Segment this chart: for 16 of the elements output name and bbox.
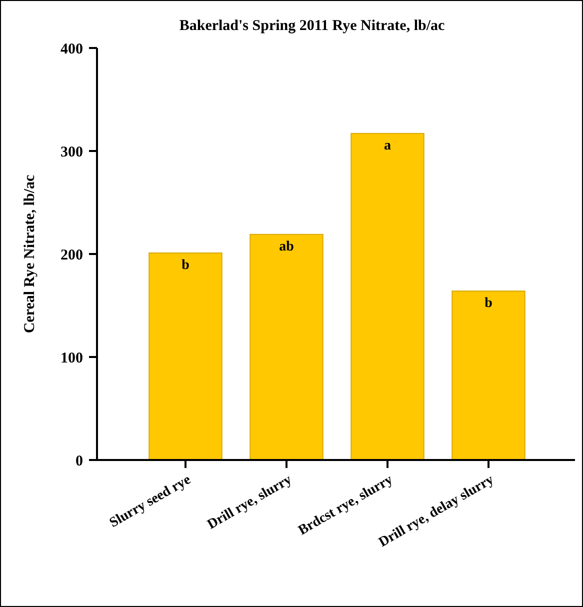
annotation: b (484, 296, 493, 312)
bar (452, 290, 526, 460)
bar (250, 234, 324, 460)
annotation: a (384, 138, 391, 154)
annotation: ab (279, 239, 294, 254)
annotation: b (182, 258, 190, 273)
y-axis-title: Cereal Rye Nitrate, lb/ac (22, 174, 38, 334)
bar (148, 252, 222, 460)
y-tick-label: 400 (60, 41, 83, 58)
y-tick-label: 100 (60, 350, 83, 366)
y-tick-label: 300 (60, 144, 83, 160)
y-tick-label: 0 (76, 453, 83, 470)
y-tick-label: 200 (60, 247, 83, 264)
x-tick-label: Drill rye, slurry (205, 472, 294, 533)
chart-title: Bakerlad's Spring 2011 Rye Nitrate, lb/ac (179, 18, 445, 34)
bar (350, 132, 424, 460)
